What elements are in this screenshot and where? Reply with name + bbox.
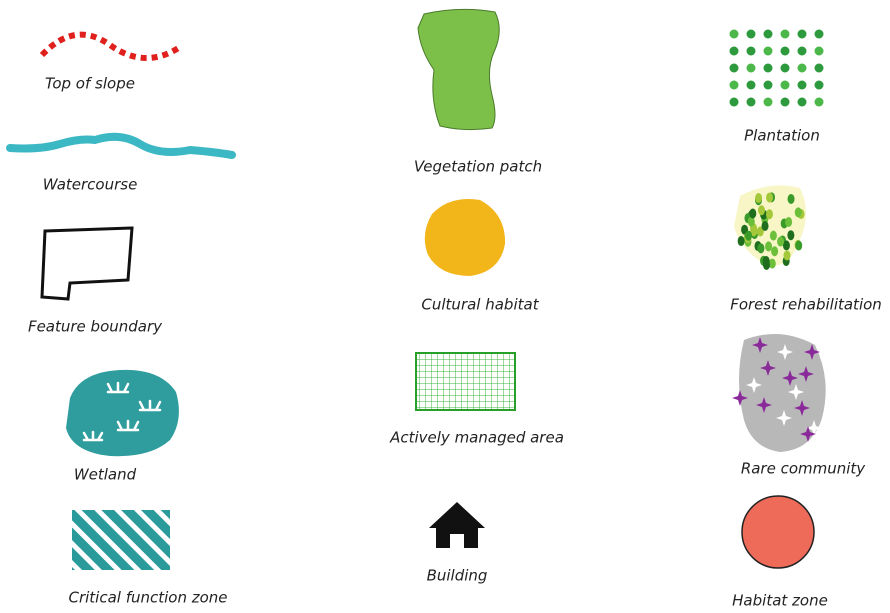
forest-dot — [785, 217, 792, 227]
label: Actively managed area — [389, 429, 564, 447]
plant-dot — [798, 81, 807, 90]
plant-dot — [815, 64, 824, 73]
forest-dot — [766, 193, 773, 203]
forest-dot — [795, 241, 802, 251]
forest-dot — [770, 231, 777, 241]
plant-dot — [730, 81, 739, 90]
boundary-shape — [42, 228, 132, 299]
forest-dot — [738, 236, 745, 246]
critical-zone-shape — [72, 510, 170, 570]
plant-dot — [747, 64, 756, 73]
plant-dot — [730, 64, 739, 73]
label: Watercourse — [43, 176, 138, 194]
plant-dot — [798, 98, 807, 107]
plant-dot — [781, 81, 790, 90]
label: Vegetation patch — [414, 158, 542, 176]
plant-dot — [730, 47, 739, 56]
forest-dot — [762, 221, 769, 231]
plant-dot — [747, 98, 756, 107]
wetland-shape — [66, 370, 179, 456]
managed-area-shape — [416, 353, 515, 410]
plant-dot — [747, 47, 756, 56]
plant-dot — [798, 47, 807, 56]
forest-dot — [763, 260, 770, 270]
forest-dot — [771, 246, 778, 256]
label: Forest rehabilitation — [730, 296, 882, 314]
label: Feature boundary — [28, 318, 163, 336]
plant-dot — [747, 30, 756, 39]
legend: Top of slope Watercourse Feature boundar… — [0, 0, 890, 613]
slope-line — [42, 35, 180, 58]
label: Wetland — [74, 466, 137, 484]
forest-dot — [758, 205, 765, 215]
forest-dot — [749, 208, 756, 218]
plant-dot — [815, 47, 824, 56]
plant-dot — [781, 98, 790, 107]
forest-dot — [766, 209, 773, 219]
forest-dot — [777, 237, 784, 247]
plant-dot — [815, 81, 824, 90]
forest-dot — [795, 207, 802, 217]
building-icon — [429, 502, 485, 548]
plant-dot — [815, 30, 824, 39]
label: Building — [427, 567, 488, 585]
label: Rare community — [741, 460, 866, 478]
plant-dot — [730, 98, 739, 107]
plant-dot — [730, 30, 739, 39]
plant-dot — [781, 47, 790, 56]
plantation-dots — [730, 30, 824, 107]
watercourse-line — [10, 137, 232, 155]
plant-dot — [764, 30, 773, 39]
forest-dot — [765, 241, 772, 251]
plant-dot — [747, 81, 756, 90]
forest-dot — [757, 243, 764, 253]
plant-dot — [815, 98, 824, 107]
plant-dot — [764, 64, 773, 73]
forest-dot — [788, 194, 795, 204]
label: Plantation — [744, 127, 820, 145]
label: Habitat zone — [732, 592, 828, 610]
plant-dot — [764, 98, 773, 107]
forest-dot — [755, 193, 762, 203]
forest-dot — [787, 230, 794, 240]
label: Top of slope — [45, 75, 135, 93]
forest-dot — [745, 231, 752, 241]
plant-dot — [781, 64, 790, 73]
plant-dot — [798, 30, 807, 39]
plant-dot — [764, 81, 773, 90]
plant-dot — [798, 64, 807, 73]
vegetation-shape — [418, 9, 499, 129]
label: Critical function zone — [68, 589, 227, 607]
plant-dot — [764, 47, 773, 56]
label: Cultural habitat — [421, 296, 539, 314]
habitat-zone-shape — [742, 496, 814, 568]
plant-dot — [781, 30, 790, 39]
forest-dot — [784, 250, 791, 260]
cultural-shape — [425, 199, 505, 276]
